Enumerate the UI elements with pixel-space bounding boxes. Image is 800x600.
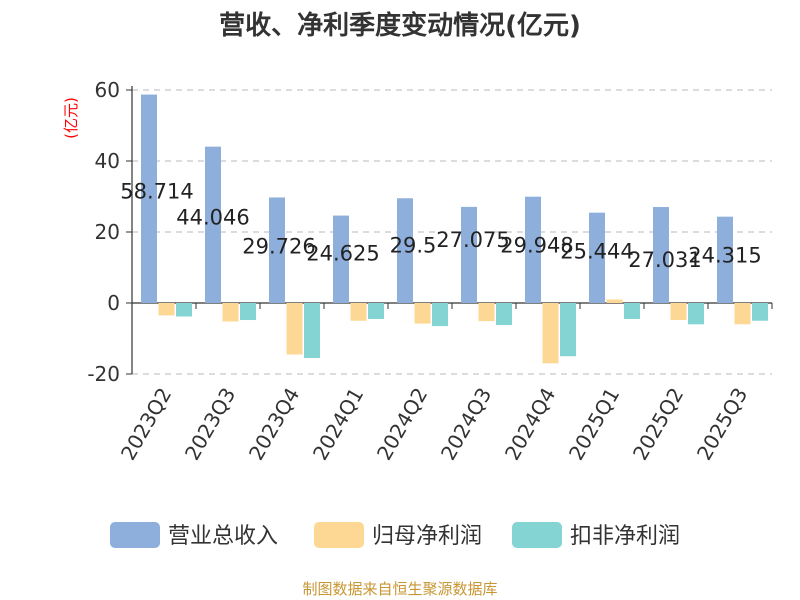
x-tick-label: 2024Q4 — [500, 384, 560, 465]
data-label: 27.031 — [628, 248, 701, 272]
bar — [496, 303, 512, 326]
x-tick-label: 2024Q1 — [308, 384, 368, 465]
bar — [525, 196, 541, 303]
data-label: 25.444 — [560, 240, 633, 264]
legend-item[interactable]: 扣非净利润 — [512, 522, 680, 549]
bar — [688, 303, 704, 325]
bar — [350, 303, 367, 321]
y-unit-label: (亿元) — [62, 97, 80, 139]
bar — [176, 303, 192, 317]
x-tick-label: 2025Q2 — [628, 384, 688, 465]
bar — [222, 303, 239, 322]
bar-layer — [141, 94, 768, 364]
chart-title: 营收、净利季度变动情况(亿元) — [219, 10, 581, 41]
bar — [304, 303, 320, 359]
legend-label: 归母净利润 — [372, 524, 482, 549]
bar — [432, 303, 448, 327]
x-tick-labels: 2023Q2 2023Q3 2023Q4 2024Q1 2024Q2 2024Q3 2024… — [116, 384, 752, 465]
bar — [368, 303, 384, 319]
legend-item[interactable]: 营业总收入 — [110, 522, 278, 549]
bar — [560, 303, 576, 357]
x-tick-label: 2025Q3 — [692, 384, 752, 465]
data-label: 29.5 — [390, 233, 437, 257]
x-tick-label: 2024Q3 — [436, 384, 496, 465]
legend-label: 营业总收入 — [168, 524, 278, 549]
y-tick-label: 60 — [95, 78, 120, 102]
x-tick-label: 2024Q2 — [372, 384, 432, 465]
data-label: 29.726 — [242, 234, 315, 258]
legend: 营业总收入 归母净利润 扣非净利润 — [110, 522, 680, 549]
bar — [478, 303, 495, 322]
legend-item[interactable]: 归母净利润 — [314, 522, 482, 549]
data-label: 29.948 — [500, 234, 573, 258]
legend-swatch — [314, 522, 364, 548]
data-label: 24.625 — [306, 242, 379, 266]
bar — [653, 207, 669, 303]
x-tick-label: 2023Q3 — [180, 384, 240, 465]
bar — [624, 303, 640, 319]
bar — [205, 146, 221, 303]
legend-swatch — [512, 522, 562, 548]
x-tick-label: 2025Q1 — [564, 384, 624, 465]
legend-swatch — [110, 522, 160, 548]
data-label: 27.075 — [436, 228, 509, 252]
bar — [269, 197, 285, 303]
y-tick-label: -20 — [87, 362, 120, 386]
data-label: 44.046 — [176, 206, 249, 230]
bar — [606, 299, 623, 303]
bar — [589, 212, 605, 303]
x-tick-label: 2023Q2 — [116, 384, 176, 465]
y-tick-label: 0 — [107, 291, 120, 315]
data-label: 24.315 — [688, 244, 761, 268]
bar — [461, 206, 477, 303]
data-label: 58.714 — [120, 180, 193, 204]
bar — [286, 303, 303, 355]
bar — [397, 198, 413, 303]
x-tick-label: 2023Q4 — [244, 384, 304, 465]
bar — [333, 215, 349, 303]
bar — [414, 303, 431, 324]
source-note: 制图数据来自恒生聚源数据库 — [302, 580, 497, 598]
bar — [141, 94, 157, 303]
bar — [240, 303, 256, 321]
y-tick-label: 20 — [95, 220, 120, 244]
bar — [717, 216, 733, 303]
bar — [734, 303, 751, 325]
y-tick-label: 40 — [95, 149, 120, 173]
bar — [158, 303, 175, 316]
bar — [752, 303, 768, 321]
y-tick-labels: 60 40 20 0 -20 — [87, 78, 120, 386]
bar — [670, 303, 687, 321]
legend-label: 扣非净利润 — [570, 524, 680, 549]
bar — [542, 303, 559, 364]
